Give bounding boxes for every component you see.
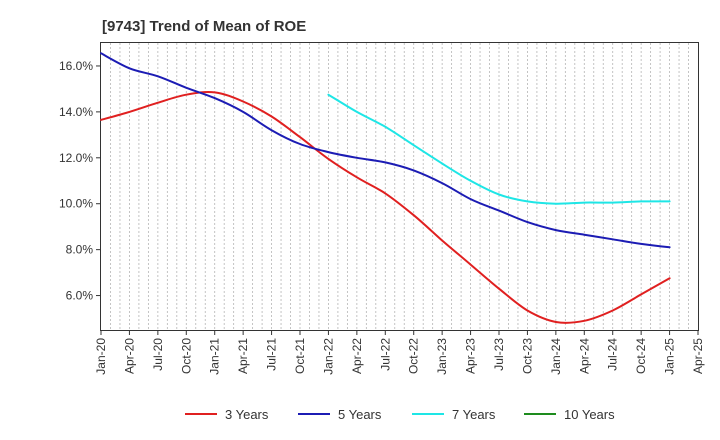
legend-label: 7 Years bbox=[452, 407, 496, 422]
x-tick-label: Jul-24 bbox=[606, 338, 620, 371]
series-line-5-years bbox=[100, 52, 671, 249]
series-lines bbox=[100, 52, 671, 324]
y-tick-label: 14.0% bbox=[59, 105, 93, 119]
x-tick-label: Apr-24 bbox=[577, 338, 591, 374]
x-tick-label: Jul-22 bbox=[378, 338, 392, 371]
x-tick-label: Oct-23 bbox=[520, 338, 534, 374]
legend: 3 Years 5 Years 7 Years 10 Years bbox=[185, 407, 615, 422]
y-tick-label: 8.0% bbox=[66, 243, 94, 257]
x-tick-label: Jan-23 bbox=[435, 338, 449, 375]
y-tick-label: 6.0% bbox=[66, 289, 94, 303]
x-tick-label: Jan-21 bbox=[208, 338, 222, 375]
x-tick-label: Oct-24 bbox=[634, 338, 648, 374]
series-line-3-years bbox=[100, 91, 671, 324]
y-axis: 6.0% 8.0% 10.0% 12.0% 14.0% 16.0% bbox=[59, 59, 101, 303]
x-tick-label: Jan-24 bbox=[549, 338, 563, 375]
legend-label: 3 Years bbox=[225, 407, 269, 422]
x-tick-label: Apr-25 bbox=[691, 338, 705, 374]
x-tick-label: Apr-20 bbox=[122, 338, 136, 374]
x-tick-label: Apr-23 bbox=[464, 338, 478, 374]
y-tick-label: 12.0% bbox=[59, 151, 93, 165]
legend-label: 5 Years bbox=[338, 407, 382, 422]
x-tick-label: Apr-21 bbox=[236, 338, 250, 374]
chart-title: [9743] Trend of Mean of ROE bbox=[102, 18, 306, 35]
x-tick-label: Oct-21 bbox=[293, 338, 307, 374]
x-tick-label: Jul-21 bbox=[265, 338, 279, 371]
y-tick-label: 10.0% bbox=[59, 197, 93, 211]
grid-lines bbox=[110, 43, 689, 330]
x-tick-label: Jul-23 bbox=[492, 338, 506, 371]
plot-area bbox=[100, 42, 699, 331]
x-tick-label: Oct-20 bbox=[179, 338, 193, 374]
y-tick-label: 16.0% bbox=[59, 59, 93, 73]
series-line-7-years bbox=[327, 93, 671, 205]
x-tick-label: Oct-22 bbox=[407, 338, 421, 374]
legend-label: 10 Years bbox=[564, 407, 615, 422]
x-tick-label: Jan-22 bbox=[321, 338, 335, 375]
x-tick-label: Jan-25 bbox=[663, 338, 677, 375]
x-tick-label: Jan-20 bbox=[94, 338, 108, 375]
x-tick-label: Apr-22 bbox=[350, 338, 364, 374]
x-tick-label: Jul-20 bbox=[151, 338, 165, 371]
x-axis: Jan-20 Apr-20 Jul-20 Oct-20 Jan-21 Apr-21 Jul-… bbox=[94, 330, 705, 375]
